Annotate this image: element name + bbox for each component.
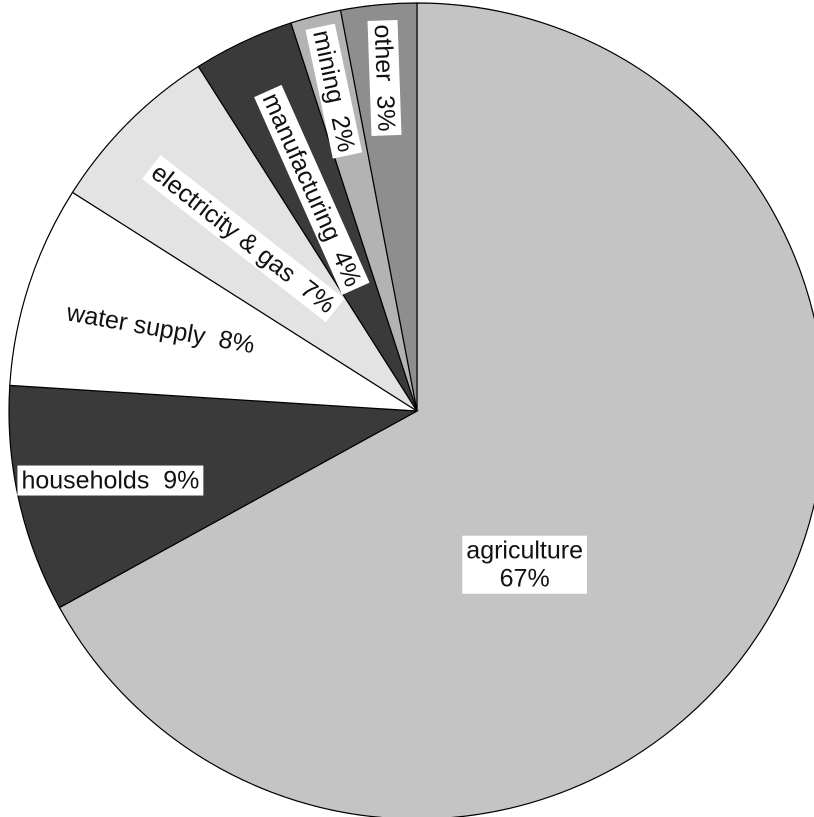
pie-label-background — [254, 84, 370, 295]
pie-label-other: other 3% — [367, 19, 402, 136]
pie-label-background — [142, 155, 345, 323]
pie-label-value: 9% — [163, 467, 199, 495]
pie-label-value: 8% — [216, 325, 256, 359]
pie-label-category: households — [21, 467, 163, 495]
pie-label-category: other — [369, 24, 399, 96]
pie-label-background — [59, 296, 262, 361]
pie-label-value: 67% — [500, 565, 550, 593]
pie-label-background — [17, 465, 204, 496]
pie-slice-households — [8, 384, 420, 609]
pie-label-households: households 9% — [17, 465, 204, 496]
pie-label-value: 3% — [371, 95, 400, 132]
pie-label-agriculture: agriculture 67% — [462, 535, 588, 594]
pie-label-background — [367, 19, 402, 136]
pie-label-background — [305, 23, 363, 159]
pie-label-text: households 9% — [21, 467, 199, 495]
pie-slice-agriculture — [58, 2, 814, 817]
pie-slice-water-supply — [9, 191, 418, 412]
pie-label-text: agriculture 67% — [466, 537, 583, 593]
pie-label-background — [462, 535, 588, 594]
pie-label-mining: mining 2% — [305, 23, 363, 159]
pie-label-text: other 3% — [369, 24, 401, 132]
pie-label-category: agriculture — [466, 537, 583, 565]
